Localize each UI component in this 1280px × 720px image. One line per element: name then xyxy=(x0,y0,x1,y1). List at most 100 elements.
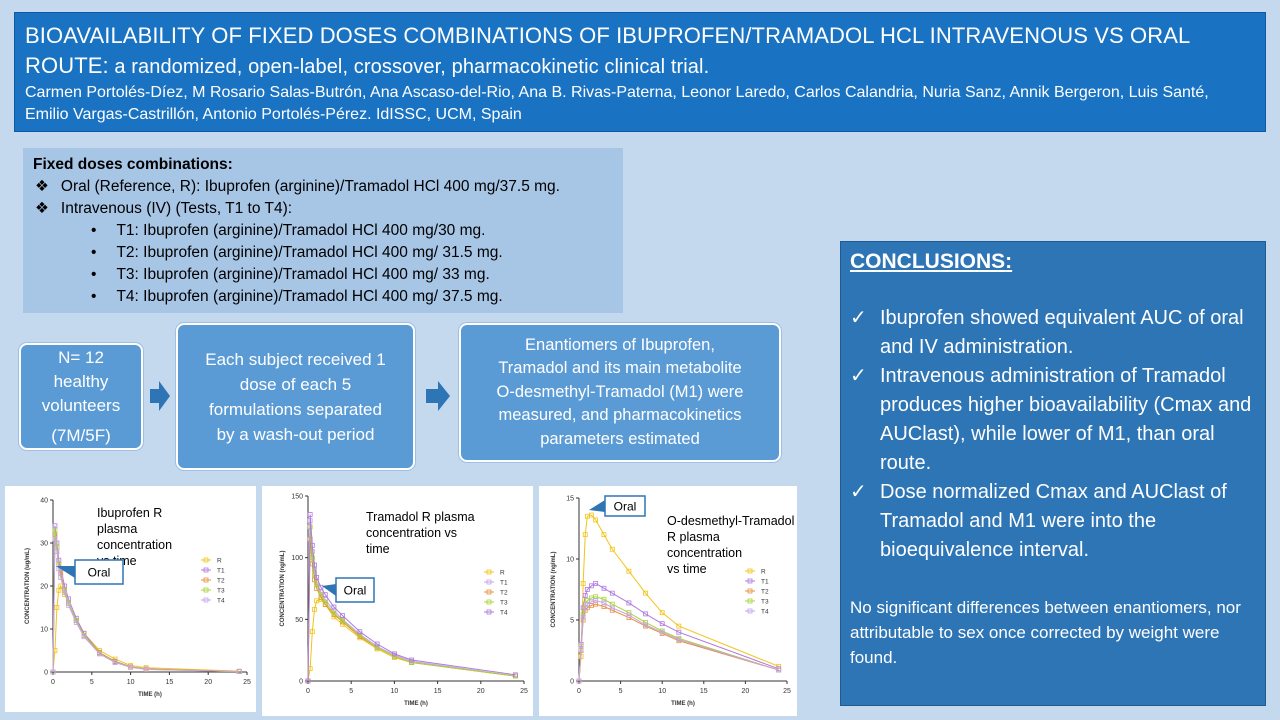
legend-label: T2 xyxy=(761,589,769,596)
dose-test-item: • T3: Ibuprofen (arginine)/Tramadol HCl 4… xyxy=(33,264,613,286)
legend-label: T4 xyxy=(761,609,769,616)
diamond-bullet-icon: ❖ xyxy=(35,200,49,217)
legend-label: T3 xyxy=(500,600,508,607)
chart-title: concentration xyxy=(97,538,172,552)
data-point xyxy=(52,527,58,533)
conclusion-item: ✓ Intravenous administration of Tramadol … xyxy=(850,362,1256,478)
chart-title: plasma xyxy=(97,522,137,536)
legend-marker xyxy=(203,587,209,593)
checkmark-icon: ✓ xyxy=(850,481,867,503)
diamond-bullet-icon: ❖ xyxy=(35,178,49,195)
data-point xyxy=(305,678,311,684)
x-tick-label: 5 xyxy=(619,688,623,695)
legend-label: R xyxy=(217,558,222,565)
legend-label: T1 xyxy=(500,580,508,587)
data-point xyxy=(643,590,648,596)
data-point xyxy=(318,584,324,590)
authors: Carmen Portolés-Díez, M Rosario Salas-Bu… xyxy=(25,84,1209,123)
y-tick-label: 0 xyxy=(570,679,574,686)
series-line-T1 xyxy=(307,520,516,682)
data-point xyxy=(584,587,590,592)
x-tick-label: 20 xyxy=(204,679,212,686)
data-point xyxy=(322,599,328,605)
x-tick-label: 25 xyxy=(243,679,251,686)
y-tick-label: 0 xyxy=(299,679,303,686)
ibuprofen-chart: 0 5 10 15 20 25 0 10 20 30 40 TIME (h) CONCENTRATION… xyxy=(5,486,256,712)
data-point xyxy=(62,590,68,595)
data-point xyxy=(609,546,615,552)
poster-header: BIOAVAILABILITY OF FIXED DOSES COMBINATI… xyxy=(14,12,1266,132)
y-tick-label: 100 xyxy=(291,555,303,562)
data-point xyxy=(584,601,590,607)
conclusions-heading: CONCLUSIONS: xyxy=(850,250,1013,273)
y-tick-label: 15 xyxy=(566,496,574,503)
chart-title: concentration vs xyxy=(366,526,457,540)
data-point xyxy=(54,605,60,610)
series-line-R xyxy=(578,514,779,682)
callout-arrow-icon xyxy=(589,500,605,512)
chart-title: time xyxy=(366,542,390,556)
legend-marker xyxy=(747,568,753,574)
data-point xyxy=(643,622,648,628)
data-point xyxy=(236,669,242,674)
y-tick-label: 50 xyxy=(295,617,303,624)
series-line-T4 xyxy=(307,514,516,682)
legend-marker xyxy=(486,589,492,595)
y-tick-label: 150 xyxy=(291,494,303,501)
legend-label: T4 xyxy=(500,610,508,617)
data-point xyxy=(312,607,317,612)
x-tick-label: 5 xyxy=(90,679,94,686)
dose-test-item: • T2: Ibuprofen (arginine)/Tramadol HCl 4… xyxy=(33,242,613,264)
data-point xyxy=(81,634,87,640)
data-point xyxy=(314,575,320,580)
data-point xyxy=(374,641,380,647)
data-point xyxy=(609,605,615,611)
flow-box-subjects: N= 12 healthy volunteers (7M/5F) xyxy=(19,343,143,450)
x-tick-label: 25 xyxy=(783,688,791,695)
y-tick-label: 10 xyxy=(566,557,574,564)
legend-marker xyxy=(747,588,753,594)
data-point xyxy=(58,575,64,580)
data-point xyxy=(593,598,599,603)
data-point xyxy=(331,604,337,610)
legend-marker xyxy=(203,597,209,603)
y-axis-label: CONCENTRATION (ng/mL) xyxy=(551,552,557,628)
legend-marker xyxy=(747,578,753,584)
legend-marker xyxy=(486,599,492,605)
data-point xyxy=(589,512,594,518)
data-point xyxy=(307,512,313,517)
data-point xyxy=(601,600,607,606)
y-tick-label: 20 xyxy=(40,584,48,591)
y-axis-label: CONCENTRATION (ng/mL) xyxy=(280,551,286,627)
data-point xyxy=(97,651,102,657)
x-tick-label: 5 xyxy=(349,688,353,695)
data-point xyxy=(601,585,607,591)
series-line-R xyxy=(307,599,516,682)
data-point xyxy=(322,592,328,598)
x-tick-label: 20 xyxy=(477,688,485,695)
series-line-T3 xyxy=(307,526,516,682)
data-point xyxy=(659,610,665,616)
data-point xyxy=(593,517,599,523)
data-point xyxy=(659,629,665,635)
series-line-T1 xyxy=(578,582,779,682)
legend-marker xyxy=(486,609,492,615)
y-tick-label: 40 xyxy=(40,498,48,505)
oral-callout-label: Oral xyxy=(614,500,637,514)
doses-panel: Fixed doses combinations: ❖ Oral (Referen… xyxy=(23,148,623,313)
chart-title: Tramadol R plasma xyxy=(366,510,475,524)
data-point xyxy=(582,532,588,537)
legend-marker xyxy=(747,608,753,614)
data-point xyxy=(314,582,320,588)
data-point xyxy=(309,542,315,548)
data-point xyxy=(589,583,594,589)
x-tick-label: 20 xyxy=(742,688,750,695)
data-point xyxy=(312,562,317,568)
legend-label: R xyxy=(500,570,505,577)
checkmark-icon: ✓ xyxy=(850,365,867,387)
series-line-T4 xyxy=(52,538,240,673)
title-main: BIOAVAILABILITY OF FIXED DOSES COMBINATI… xyxy=(25,23,1190,78)
flow-arrow-icon xyxy=(150,381,170,411)
bullet-icon: • xyxy=(91,244,97,261)
data-point xyxy=(66,602,71,608)
